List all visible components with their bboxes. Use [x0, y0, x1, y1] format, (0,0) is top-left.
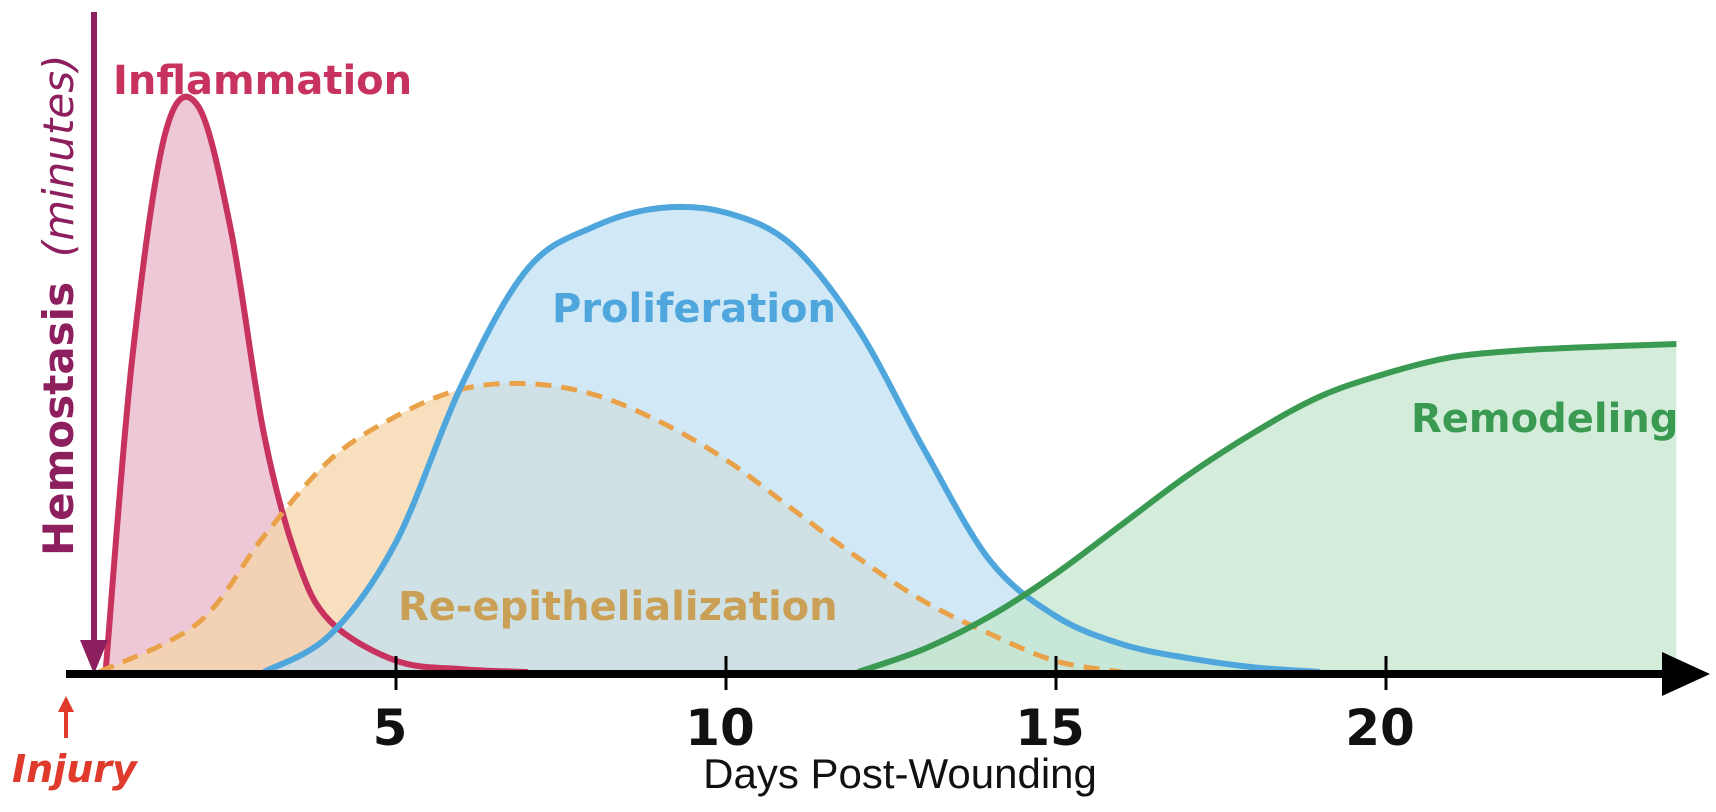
x-tick-label: 5 — [373, 699, 408, 757]
hemostasis-marker: Hemostasis (minutes) — [34, 12, 108, 674]
re-epithelialization-label: Re-epithelialization — [398, 584, 838, 630]
x-tick-label: 10 — [685, 699, 755, 757]
x-axis-arrow-head — [1662, 652, 1710, 696]
x-tick-label: 15 — [1015, 699, 1085, 757]
remodeling-label: Remodeling — [1411, 396, 1678, 442]
curve-areas — [99, 96, 1677, 673]
re-epithelialization-curve — [97, 380, 1123, 675]
x-axis: 5 10 15 20 Days Post-Wounding — [66, 652, 1710, 797]
inflammation-label: Inflammation — [113, 58, 412, 104]
injury-arrow-head — [58, 696, 74, 712]
proliferation-curve — [262, 203, 1321, 675]
remodeling-curve — [857, 341, 1677, 675]
inflammation-area — [105, 96, 528, 673]
x-tick-label: 20 — [1345, 699, 1415, 757]
injury-marker: Injury — [12, 696, 139, 791]
hemostasis-label: Hemostasis (minutes) — [34, 55, 83, 556]
proliferation-area — [264, 206, 1320, 672]
hemostasis-arrow-head — [80, 640, 108, 674]
injury-label: Injury — [12, 747, 139, 791]
x-axis-title: Days Post-Wounding — [703, 750, 1097, 797]
proliferation-label: Proliferation — [552, 286, 836, 332]
hemostasis-label-text: Hemostasis — [34, 282, 83, 556]
remodeling-area — [858, 344, 1677, 672]
hemostasis-note: (minutes) — [34, 55, 83, 258]
